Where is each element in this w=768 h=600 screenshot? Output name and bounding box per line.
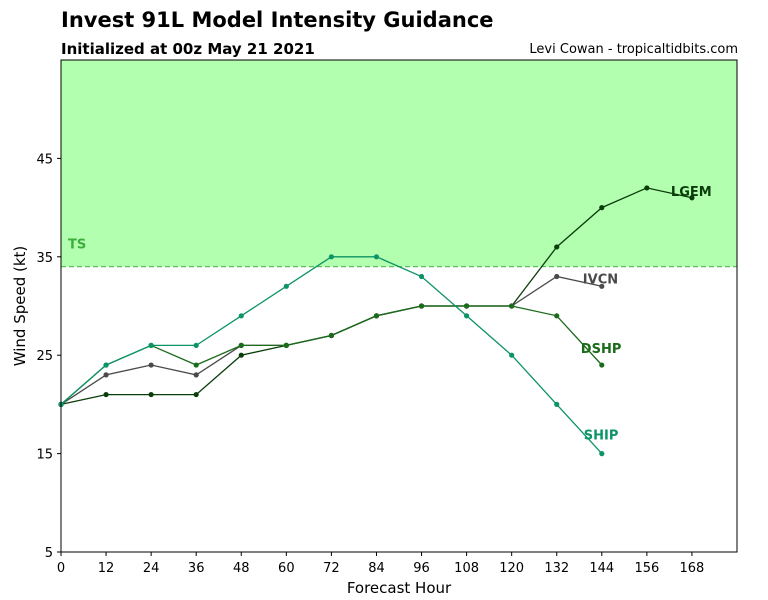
data-point-ivcn <box>193 372 199 378</box>
x-tick-label: 144 <box>589 561 614 576</box>
x-axis-label: Forecast Hour <box>347 579 452 597</box>
data-point-ship <box>554 401 560 407</box>
x-tick-label: 72 <box>323 561 340 576</box>
data-point-ship <box>148 342 154 348</box>
data-point-dshp <box>328 332 334 339</box>
data-point-ship <box>103 362 109 368</box>
chart-title: Invest 91L Model Intensity Guidance <box>61 8 494 32</box>
data-point-lgem <box>103 391 109 398</box>
series-label-ship: SHIP <box>584 429 619 444</box>
data-point-ship <box>373 254 380 260</box>
chart-subtitle: Initialized at 00z May 21 2021 <box>61 40 315 58</box>
x-tick-label: 48 <box>233 561 250 576</box>
data-point-ship <box>193 342 199 348</box>
y-tick-label: 15 <box>36 448 53 463</box>
y-tick-label: 5 <box>45 546 53 561</box>
data-point-ivcn <box>554 273 560 280</box>
data-point-dshp <box>509 303 515 309</box>
data-point-ship <box>464 313 470 319</box>
x-tick-label: 12 <box>98 561 115 576</box>
data-point-ivcn <box>103 372 109 378</box>
data-point-ship <box>238 313 244 319</box>
data-point-dshp <box>418 303 425 309</box>
x-tick-label: 60 <box>278 561 295 576</box>
x-tick-label: 156 <box>634 561 659 576</box>
data-point-ivcn <box>148 362 154 368</box>
x-tick-label: 84 <box>368 561 385 576</box>
y-axis-label: Wind Speed (kt) <box>11 246 29 367</box>
data-point-dshp <box>283 342 289 348</box>
data-point-lgem <box>238 352 244 358</box>
series-label-ivcn: IVCN <box>583 272 618 287</box>
ts-label: TS <box>68 238 86 253</box>
series-label-dshp: DSHP <box>581 342 622 357</box>
series-line-dshp <box>60 305 603 405</box>
data-point-ship <box>599 451 605 457</box>
plot-frame <box>60 59 738 553</box>
chart-credit: Levi Cowan - tropicaltidbits.com <box>529 42 738 57</box>
data-point-lgem <box>193 391 199 398</box>
x-tick-label: 24 <box>143 561 160 576</box>
data-point-lgem <box>148 391 154 398</box>
x-tick-label: 132 <box>544 561 569 576</box>
data-point-dshp <box>599 362 605 368</box>
data-point-ivcn <box>599 283 605 289</box>
series-label-lgem: LGEM <box>671 185 712 200</box>
data-point-ship <box>328 254 334 260</box>
y-tick-label: 35 <box>36 251 53 266</box>
data-point-dshp <box>554 313 560 319</box>
data-point-lgem <box>554 244 560 250</box>
data-point-dshp <box>373 313 380 319</box>
data-point-dshp <box>193 362 199 368</box>
data-point-dshp <box>464 303 470 309</box>
data-point-ship <box>418 273 425 280</box>
x-tick-label: 0 <box>57 561 65 576</box>
ts-region <box>61 60 737 267</box>
series-line-ivcn <box>60 275 602 405</box>
x-tick-label: 168 <box>680 561 705 576</box>
data-point-lgem <box>599 205 605 211</box>
y-tick-label: 25 <box>36 349 53 364</box>
data-point-dshp <box>238 342 244 348</box>
data-point-ship <box>283 283 289 289</box>
x-tick-label: 96 <box>413 561 430 576</box>
data-point-lgem <box>689 195 695 201</box>
data-point-ship <box>509 352 515 358</box>
series-line-ship <box>60 256 603 455</box>
x-tick-label: 36 <box>188 561 205 576</box>
data-point-lgem <box>644 185 650 191</box>
y-tick-label: 45 <box>36 152 53 167</box>
x-tick-label: 120 <box>499 561 524 576</box>
x-tick-label: 108 <box>454 561 479 576</box>
